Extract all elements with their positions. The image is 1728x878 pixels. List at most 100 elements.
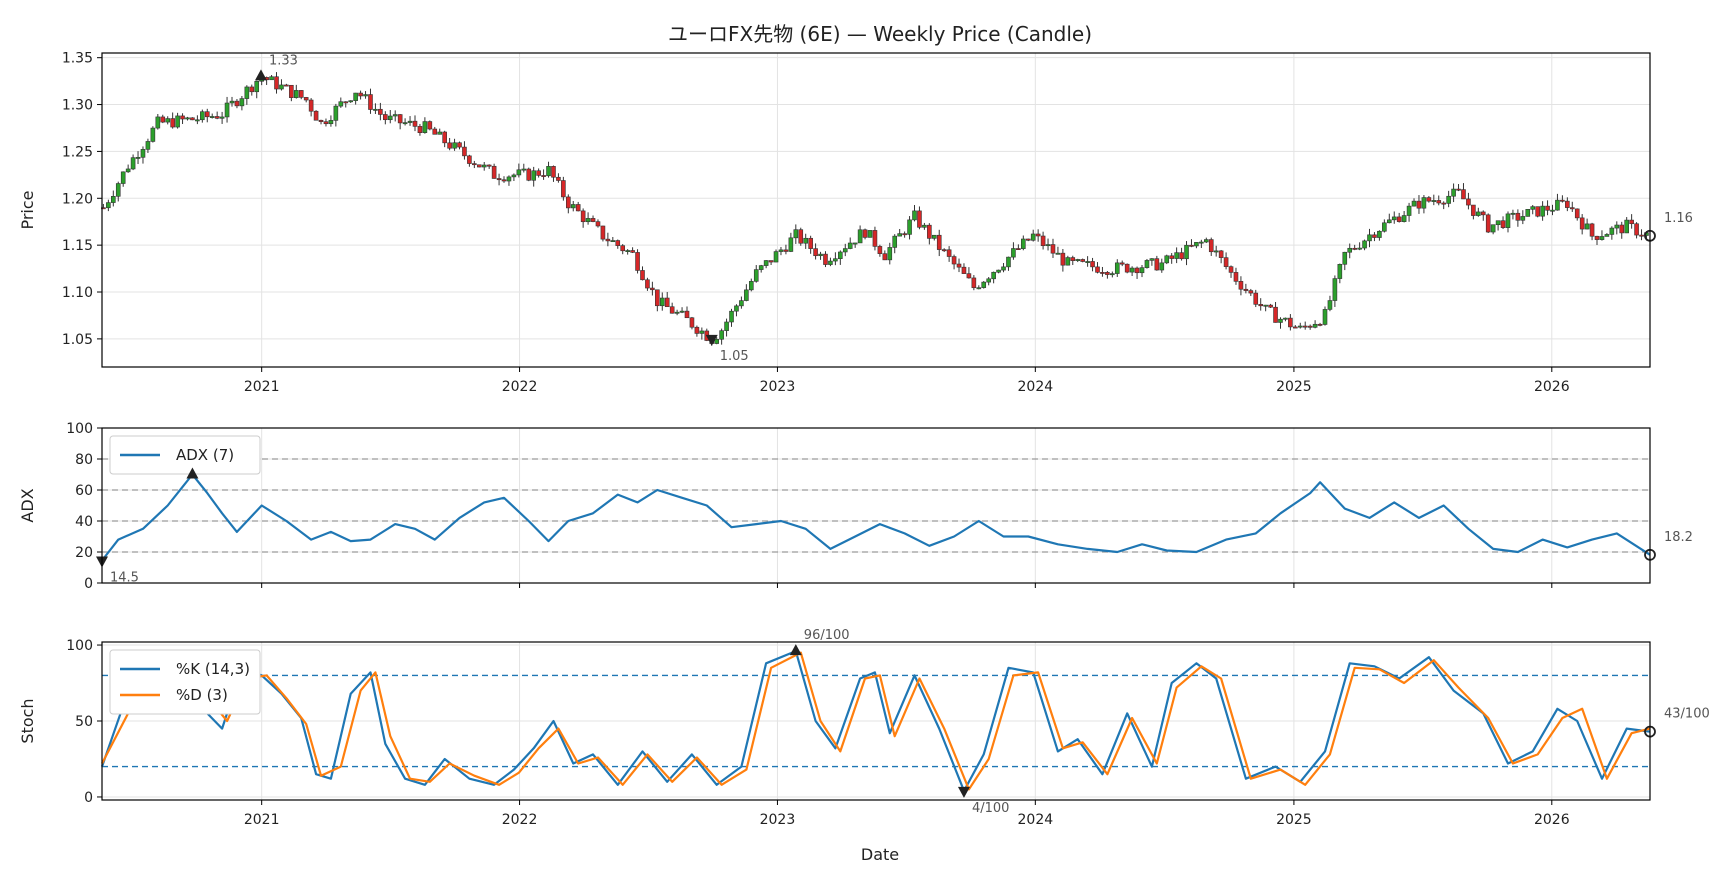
candle-body xyxy=(244,86,250,99)
peak-marker xyxy=(789,644,802,656)
candle-body xyxy=(422,121,428,133)
candle-body xyxy=(1352,247,1357,250)
candle-body xyxy=(1466,198,1471,206)
candle-body xyxy=(1263,304,1268,307)
candle-body xyxy=(1307,325,1313,328)
y-axis-label: Stoch xyxy=(18,698,37,743)
candle-body xyxy=(857,229,863,244)
candle-body xyxy=(1223,257,1229,267)
adx-panel: 0 20 40 60 80 100 ADX ADX (7) 14.5 18.2 xyxy=(18,421,1693,592)
candle-body xyxy=(1476,211,1481,216)
y-tick-label: 1.05 xyxy=(62,332,93,348)
candle-body xyxy=(358,92,363,97)
candle-body xyxy=(160,116,166,123)
candle-body xyxy=(1253,292,1259,305)
candle-body xyxy=(536,170,541,176)
candle-body xyxy=(1233,272,1239,282)
candle-body xyxy=(625,250,630,252)
candle-body xyxy=(120,171,126,184)
candle-body xyxy=(828,260,833,265)
candle-body xyxy=(1199,241,1204,244)
axes-frame xyxy=(101,427,1651,584)
candle-body xyxy=(1401,215,1407,222)
candle-body xyxy=(986,278,991,283)
candle-body xyxy=(1485,214,1491,233)
candle-body xyxy=(1461,189,1466,200)
candle-body xyxy=(561,180,566,198)
candle-body xyxy=(1218,250,1224,258)
legend-box xyxy=(109,649,261,715)
candle-body xyxy=(298,90,304,98)
candle-body xyxy=(1149,258,1155,261)
y-tick-label: 1.35 xyxy=(62,51,93,67)
candle-body xyxy=(650,287,655,291)
candle-body xyxy=(877,246,883,254)
candle-body xyxy=(1075,259,1081,261)
legend-box xyxy=(109,435,261,475)
candle-body xyxy=(204,111,210,118)
candle-body xyxy=(234,100,240,107)
y-tick-label: 0 xyxy=(84,790,93,806)
annotation-label: 4/100 xyxy=(972,801,1009,816)
annotation-label: 43/100 xyxy=(1664,707,1710,722)
candle-body xyxy=(111,196,116,203)
candle-body xyxy=(387,115,393,121)
candle-body xyxy=(200,111,205,121)
candle-body xyxy=(590,218,596,222)
candle-body xyxy=(1040,235,1046,247)
candle-body xyxy=(432,128,438,135)
candle-body xyxy=(1639,234,1644,237)
series-line-0 xyxy=(100,649,1651,793)
candle-body xyxy=(491,165,497,179)
candle-body xyxy=(902,233,907,236)
candle-body xyxy=(402,122,408,125)
peak-marker xyxy=(254,69,267,81)
candle-body xyxy=(1312,323,1318,328)
candle-body xyxy=(1035,233,1041,237)
candle-body xyxy=(378,108,383,115)
legend: %K (14,3) %D (3) xyxy=(109,649,261,715)
candle-body xyxy=(106,202,111,209)
candle-body xyxy=(1629,219,1634,225)
candle-body xyxy=(496,178,502,181)
legend: ADX (7) xyxy=(109,435,261,475)
legend-label: ADX (7) xyxy=(176,446,234,464)
candle-body xyxy=(269,76,274,81)
candle-body xyxy=(1283,317,1288,320)
candle-body xyxy=(1535,206,1540,217)
candle-body xyxy=(1174,252,1179,259)
candle-body xyxy=(1396,216,1402,222)
candle-body xyxy=(936,234,942,250)
candle-body xyxy=(585,218,591,223)
candle-body xyxy=(467,155,472,164)
candle-body xyxy=(343,101,349,104)
candle-body xyxy=(1614,224,1620,229)
candle-body xyxy=(1297,325,1303,328)
candle-body xyxy=(793,229,799,239)
candle-body xyxy=(1421,197,1427,209)
candle-body xyxy=(338,101,344,107)
series-line-0 xyxy=(101,473,1651,562)
candle-body xyxy=(600,225,606,240)
candle-body xyxy=(699,330,705,334)
candle-body xyxy=(412,120,418,127)
price-panel: 1.05 1.10 1.15 1.20 1.25 1.30 1.35 2021 2022 2023… xyxy=(18,51,1693,395)
candle-body xyxy=(551,166,556,178)
candle-body xyxy=(1228,266,1234,273)
candle-body xyxy=(556,176,561,181)
candle-body xyxy=(773,251,779,263)
candle-body xyxy=(392,114,398,117)
candle-body xyxy=(813,248,818,257)
candle-body xyxy=(927,224,932,239)
candle-body xyxy=(1342,251,1348,265)
candle-body xyxy=(1579,217,1585,230)
candle-body xyxy=(313,110,319,121)
candle-body xyxy=(1080,259,1085,262)
candle-body xyxy=(763,260,769,266)
candle-body xyxy=(1006,256,1011,268)
candle-body xyxy=(823,253,828,265)
y-tick-label: 20 xyxy=(75,545,93,561)
y-tick-label: 50 xyxy=(75,714,93,730)
y-tick-label: 0 xyxy=(84,576,93,592)
candle-body xyxy=(209,116,215,118)
